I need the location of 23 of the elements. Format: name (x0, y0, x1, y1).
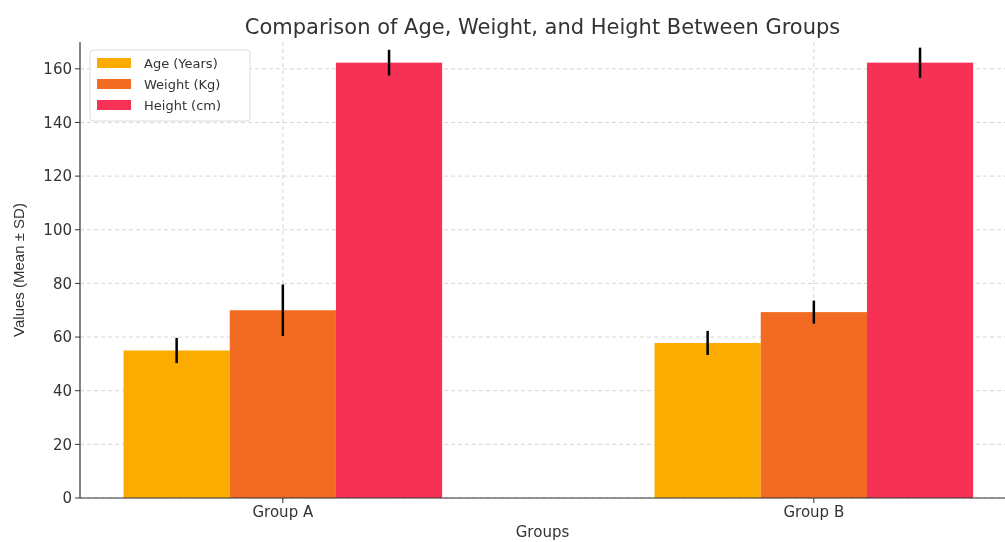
legend-label: Age (Years) (144, 55, 218, 71)
y-tick-label: 160 (43, 60, 72, 79)
legend-label: Weight (Kg) (144, 76, 221, 92)
bar (760, 312, 867, 498)
bar (229, 310, 336, 498)
y-tick-label: 40 (52, 381, 72, 400)
bar (335, 62, 443, 498)
y-tick-label: 0 (62, 489, 72, 508)
bar (123, 350, 230, 498)
bar (866, 62, 974, 498)
chart-title: Comparison of Age, Weight, and Height Between Groups (244, 15, 841, 39)
y-tick-label: 20 (52, 435, 72, 454)
y-tick-label: 60 (52, 328, 72, 347)
y-tick-label: 80 (52, 274, 72, 293)
bar (654, 342, 761, 498)
x-axis-title: Groups (515, 523, 570, 541)
y-tick-label: 120 (43, 167, 72, 186)
y-tick-label: 140 (43, 113, 72, 132)
legend-label: Height (cm) (144, 97, 222, 113)
y-axis-title: Values (Mean ± SD) (10, 203, 27, 337)
x-tick-label: Group A (252, 503, 314, 521)
x-tick-label: Group B (783, 503, 845, 521)
y-tick-label: 100 (43, 221, 72, 240)
